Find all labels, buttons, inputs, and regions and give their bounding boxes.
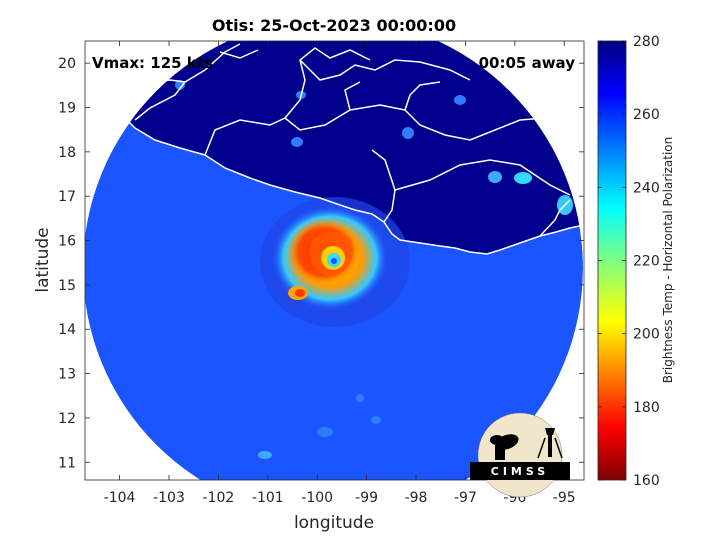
colorbar-tick-label: 260: [633, 107, 660, 123]
colorbar-tick-label: 180: [633, 400, 660, 416]
y-axis-label: latitude: [33, 227, 53, 292]
x-tick-label: -95: [553, 490, 576, 506]
y-tick-label: 11: [58, 455, 76, 471]
vmax-label: Vmax: 125 kts: [92, 54, 213, 72]
map-layer: [85, 41, 584, 480]
coastline: [85, 96, 584, 255]
y-tick-label: 12: [58, 411, 76, 427]
colorbar-tick-label: 240: [633, 180, 660, 196]
convection-spot: [258, 451, 272, 459]
x-tick-label: -97: [454, 490, 477, 506]
convection-spot: [402, 127, 414, 139]
convection-spot: [371, 416, 381, 424]
axes-frame: [84, 40, 585, 481]
colorbar-scale: [597, 40, 627, 481]
cimss-logo: CIMSS: [470, 412, 570, 498]
convection-spot: [454, 95, 466, 105]
y-tick-label: 15: [58, 278, 76, 294]
y-tick-label: 20: [58, 56, 76, 72]
land-region: [85, 41, 583, 254]
convection-spot: [514, 172, 532, 184]
colorbar-label: Brightness Temp - Horizontal Polarizatio…: [661, 137, 675, 384]
colorbar-tick-label: 160: [633, 473, 660, 489]
convection-spot: [356, 394, 364, 402]
y-tick-label: 13: [58, 367, 76, 383]
x-tick-label: -104: [104, 490, 136, 506]
map-title: Otis: 25-Oct-2023 00:00:00: [212, 16, 456, 35]
convection-spot: [317, 427, 333, 437]
x-axis-label: longitude: [294, 513, 374, 533]
x-tick-label: -102: [203, 490, 235, 506]
x-tick-label: -98: [405, 490, 428, 506]
colorbar-tick-label: 280: [633, 34, 660, 50]
colorbar: 280 260 240 220 200 180 160 Brightness Temp - …: [597, 34, 675, 489]
convection-spot: [291, 137, 303, 147]
coastline-borders: [85, 43, 584, 255]
y-tick-label: 19: [58, 101, 76, 117]
x-tick-label: -103: [153, 490, 185, 506]
y-tick-label: 18: [58, 145, 76, 161]
away-label: 00:05 away: [479, 54, 576, 72]
x-axis-ticks: -104 -103 -102 -101 -100 -99 -98 -97 -96 -95: [104, 41, 576, 506]
logo-text: CIMSS: [491, 465, 549, 478]
x-tick-label: -99: [355, 490, 378, 506]
y-tick-label: 17: [58, 189, 76, 205]
colorbar-tick-label: 200: [633, 327, 660, 343]
x-tick-label: -101: [252, 490, 284, 506]
x-tick-label: -100: [301, 490, 333, 506]
colorbar-tick-label: 220: [633, 254, 660, 270]
y-tick-label: 14: [58, 322, 76, 338]
colorbar-ticks: 280 260 240 220 200 180 160: [598, 34, 660, 489]
swath-disc: [85, 41, 583, 480]
hurricane-storm: [260, 197, 410, 327]
y-tick-label: 16: [58, 234, 76, 250]
convection-spot: [488, 171, 502, 183]
convection-spot: [175, 80, 185, 90]
y-axis-ticks: 20 19 18 17 16 15 14 13 12 11: [58, 56, 584, 471]
